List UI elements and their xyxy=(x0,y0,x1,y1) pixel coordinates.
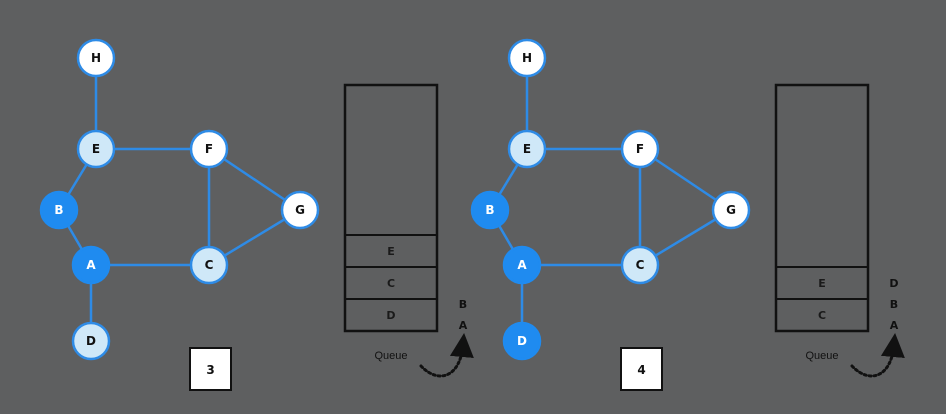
queue-caption: Queue xyxy=(805,350,838,362)
queue-cell: C xyxy=(776,298,868,322)
node-circle xyxy=(507,129,547,169)
dequeued-label: B xyxy=(890,298,898,311)
node-g: G xyxy=(280,190,320,230)
node-b: B xyxy=(470,190,510,230)
node-circle xyxy=(280,190,320,230)
node-c: C xyxy=(620,245,660,285)
node-label: B xyxy=(54,203,63,217)
node-circle xyxy=(620,129,660,169)
queue-frame xyxy=(343,83,439,333)
node-label: B xyxy=(485,203,494,217)
node-circle xyxy=(502,245,542,285)
node-label: G xyxy=(726,203,736,217)
step-box-frame xyxy=(189,347,232,391)
node-circle xyxy=(470,190,510,230)
dequeue-arrow-icon xyxy=(850,333,905,378)
node-label: E xyxy=(92,142,100,156)
node-f: F xyxy=(620,129,660,169)
node-a: A xyxy=(502,245,542,285)
node-e: E xyxy=(507,129,547,169)
node-circle xyxy=(71,321,111,361)
node-label: D xyxy=(517,334,527,348)
dequeued-label: D xyxy=(889,277,898,290)
node-b: B xyxy=(39,190,79,230)
node-c: C xyxy=(189,245,229,285)
node-circle xyxy=(620,245,660,285)
node-label: E xyxy=(523,142,531,156)
node-circle xyxy=(76,38,116,78)
queue: E C D xyxy=(343,83,439,333)
node-label: G xyxy=(295,203,305,217)
node-h: H xyxy=(76,38,116,78)
node-h: H xyxy=(507,38,547,78)
step-number: 3 xyxy=(206,363,214,377)
step-box-frame xyxy=(620,347,663,391)
node-label: A xyxy=(517,258,527,272)
queue-cell-label: D xyxy=(386,309,395,322)
queue-cell-label: C xyxy=(818,309,826,322)
node-g: G xyxy=(711,190,751,230)
node-d: D xyxy=(502,321,542,361)
node-label: C xyxy=(636,258,645,272)
queue-cell: E xyxy=(776,266,868,290)
node-d: D xyxy=(71,321,111,361)
queue-frame xyxy=(774,83,870,333)
step-number-box: 4 xyxy=(620,347,663,391)
node-label: A xyxy=(86,258,96,272)
dequeued-label: A xyxy=(459,319,468,332)
queue-caption: Queue xyxy=(374,350,407,362)
node-label: H xyxy=(522,51,532,65)
queue-cell: C xyxy=(345,266,437,290)
node-circle xyxy=(189,129,229,169)
step-number: 4 xyxy=(637,363,645,377)
node-e: E xyxy=(76,129,116,169)
node-label: H xyxy=(91,51,101,65)
node-label: F xyxy=(636,142,644,156)
node-f: F xyxy=(189,129,229,169)
queue-cell-label: C xyxy=(387,277,395,290)
node-circle xyxy=(507,38,547,78)
queue: EC xyxy=(774,83,870,333)
node-circle xyxy=(71,245,111,285)
queue-cell-label: E xyxy=(818,277,826,290)
node-circle xyxy=(39,190,79,230)
node-label: F xyxy=(205,142,213,156)
node-circle xyxy=(76,129,116,169)
queue-cell-label: E xyxy=(387,245,395,258)
node-circle xyxy=(502,321,542,361)
queue-cell: E xyxy=(345,234,437,258)
node-a: A xyxy=(71,245,111,285)
dequeued-label: A xyxy=(890,319,899,332)
queue-cell: D xyxy=(345,298,437,322)
node-circle xyxy=(711,190,751,230)
dequeued-label: B xyxy=(459,298,467,311)
node-label: D xyxy=(86,334,96,348)
node-label: C xyxy=(205,258,214,272)
step-number-box: 3 xyxy=(189,347,232,391)
node-circle xyxy=(189,245,229,285)
dequeue-arrow-icon xyxy=(419,333,474,378)
